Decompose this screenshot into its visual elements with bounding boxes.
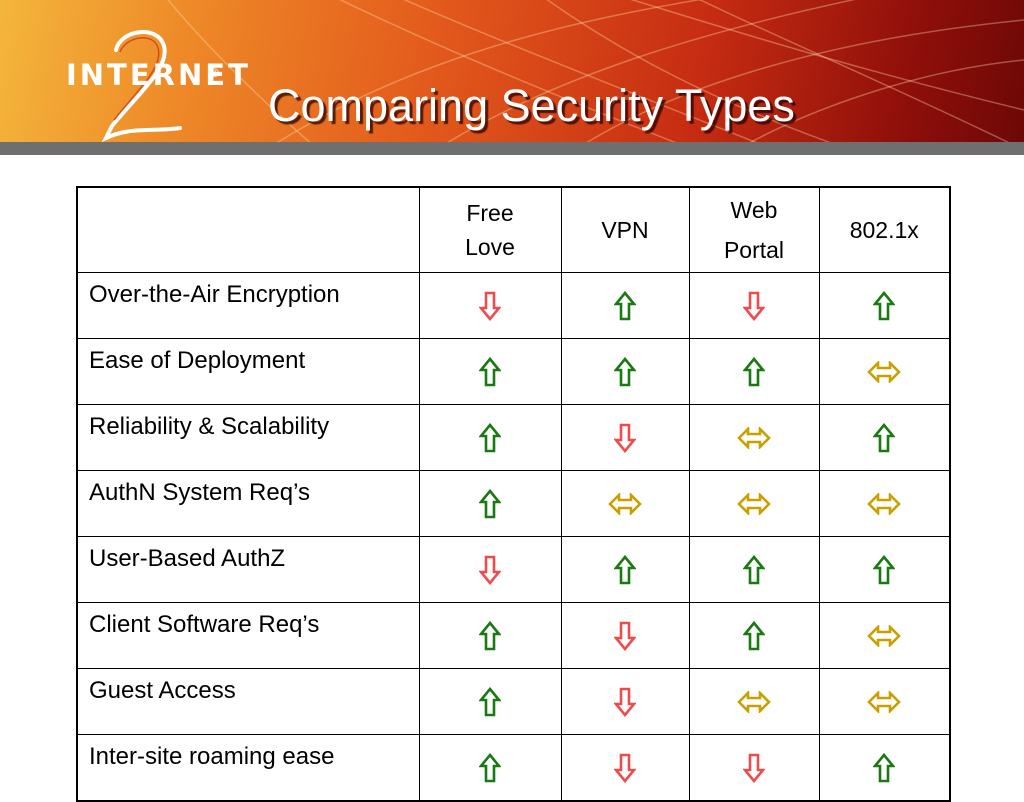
rating-cell xyxy=(560,536,690,603)
down-arrow-icon xyxy=(614,621,636,651)
rating-cell xyxy=(418,404,562,471)
table-row: Guest Access xyxy=(76,668,951,735)
up-arrow-icon xyxy=(873,290,896,320)
rating-cell xyxy=(818,536,951,603)
rating-cell xyxy=(560,272,690,339)
rating-cell xyxy=(418,602,562,669)
page-title: Comparing Security Types xyxy=(268,80,795,131)
comparison-table: Free Love VPN Web Portal 802.1x Over-the… xyxy=(76,186,951,802)
column-header-label: VPN xyxy=(601,217,649,243)
rating-cell xyxy=(818,470,951,537)
down-arrow-icon xyxy=(614,687,636,717)
table-row: Ease of Deployment xyxy=(76,338,951,405)
row-label: Over-the-Air Encryption xyxy=(76,272,420,339)
column-header-free-love: Free Love xyxy=(418,186,562,273)
left-right-arrow-icon xyxy=(867,360,902,383)
up-arrow-icon xyxy=(743,620,765,650)
header-divider xyxy=(0,142,1024,155)
rating-cell xyxy=(418,536,562,603)
table-row: Reliability & Scalability xyxy=(76,404,951,471)
rating-cell xyxy=(818,668,951,735)
up-arrow-icon xyxy=(614,554,636,584)
rating-cell xyxy=(418,470,562,537)
row-label: AuthN System Req’s xyxy=(76,470,420,537)
left-right-arrow-icon xyxy=(737,426,771,449)
row-label: Ease of Deployment xyxy=(76,338,420,405)
rating-cell xyxy=(560,338,690,405)
corner-cell xyxy=(76,186,420,273)
banner-decoration xyxy=(167,0,1024,142)
left-right-arrow-icon xyxy=(867,492,902,515)
up-arrow-icon xyxy=(479,422,501,452)
up-arrow-icon xyxy=(614,290,636,320)
row-label: Reliability & Scalability xyxy=(76,404,420,471)
rating-cell xyxy=(818,272,951,339)
rating-cell xyxy=(418,668,562,735)
down-arrow-icon xyxy=(479,555,501,585)
left-right-arrow-icon xyxy=(608,492,642,515)
rating-cell xyxy=(418,338,562,405)
left-right-arrow-icon xyxy=(737,492,771,515)
column-header-label: Web Portal xyxy=(723,197,785,263)
up-arrow-icon xyxy=(479,686,501,716)
rating-cell xyxy=(818,404,951,471)
rating-cell xyxy=(688,338,820,405)
logo-text: INTERNET xyxy=(66,58,251,92)
row-label: Client Software Req’s xyxy=(76,602,420,669)
rating-cell xyxy=(560,668,690,735)
internet2-logo: INTERNET ® xyxy=(60,22,250,142)
rating-cell xyxy=(688,470,820,537)
table-row: AuthN System Req’s xyxy=(76,470,951,537)
logo-two-icon xyxy=(101,30,182,142)
left-right-arrow-icon xyxy=(867,690,902,713)
table-row: User-Based AuthZ xyxy=(76,536,951,603)
left-right-arrow-icon xyxy=(867,624,902,647)
up-arrow-icon xyxy=(873,422,896,452)
rating-cell xyxy=(688,272,820,339)
rating-cell xyxy=(560,602,690,669)
up-arrow-icon xyxy=(614,356,636,386)
column-header-802-1x: 802.1x xyxy=(818,186,951,273)
row-label: User-Based AuthZ xyxy=(76,536,420,603)
column-header-vpn: VPN xyxy=(560,186,690,273)
header-banner: INTERNET ® Comparing Security Types xyxy=(0,0,1024,142)
header-row: Free Love VPN Web Portal 802.1x xyxy=(76,186,951,273)
rating-cell xyxy=(688,404,820,471)
left-right-arrow-icon xyxy=(737,690,771,713)
down-arrow-icon xyxy=(479,291,501,321)
rating-cell xyxy=(560,404,690,471)
rating-cell xyxy=(688,602,820,669)
column-header-label: 802.1x xyxy=(849,217,919,243)
rating-cell xyxy=(818,602,951,669)
up-arrow-icon xyxy=(479,620,501,650)
table-row: Over-the-Air Encryption xyxy=(76,272,951,339)
down-arrow-icon xyxy=(614,423,636,453)
column-header-label: Free Love xyxy=(465,200,515,260)
down-arrow-icon xyxy=(743,291,765,321)
row-label: Guest Access xyxy=(76,668,420,735)
registered-mark: ® xyxy=(210,66,219,80)
column-header-web-portal: Web Portal xyxy=(688,186,820,273)
rating-cell xyxy=(560,470,690,537)
up-arrow-icon xyxy=(479,488,501,518)
table-row: Client Software Req’s xyxy=(76,602,951,669)
up-arrow-icon xyxy=(743,554,765,584)
up-arrow-icon xyxy=(743,356,765,386)
rating-cell xyxy=(688,536,820,603)
up-arrow-icon xyxy=(479,356,501,386)
rating-cell xyxy=(418,272,562,339)
rating-cell xyxy=(688,668,820,735)
up-arrow-icon xyxy=(873,554,896,584)
rating-cell xyxy=(818,338,951,405)
